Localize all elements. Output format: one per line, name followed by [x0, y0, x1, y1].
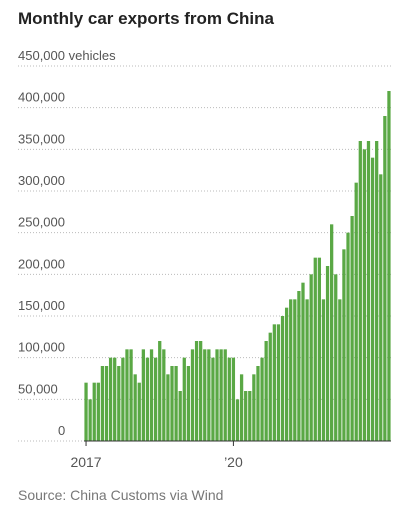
- y-tick-label: 150,000: [18, 298, 65, 313]
- bar: [108, 357, 113, 441]
- bar: [129, 349, 133, 441]
- bar: [297, 291, 301, 441]
- bar: [309, 274, 313, 441]
- bar: [133, 374, 137, 441]
- bar: [227, 357, 231, 441]
- y-tick-label: 450,000 vehicles: [18, 48, 116, 63]
- bar: [170, 366, 174, 441]
- bar: [211, 357, 215, 441]
- bar: [182, 357, 186, 441]
- bar: [330, 224, 334, 441]
- bar: [325, 266, 330, 441]
- bar: [293, 299, 297, 441]
- bar: [379, 174, 383, 442]
- bar: [354, 182, 358, 441]
- bar: [248, 391, 252, 441]
- y-tick-label: 350,000: [18, 131, 65, 146]
- bar: [350, 216, 354, 441]
- bar: [276, 324, 281, 441]
- bar: [260, 357, 264, 441]
- bar: [203, 349, 207, 441]
- y-tick-label: 400,000: [18, 90, 65, 105]
- bar: [235, 399, 240, 441]
- x-tick-label: 2017: [70, 454, 101, 470]
- bar: [346, 232, 350, 441]
- bar: [268, 332, 272, 441]
- bar: [239, 374, 244, 441]
- source: Source: China Customs via Wind: [18, 487, 223, 503]
- bar: [96, 382, 100, 441]
- bar: [158, 341, 162, 441]
- bar: [166, 374, 170, 441]
- bar: [186, 366, 191, 441]
- bar: [207, 349, 211, 441]
- bar: [231, 357, 236, 441]
- bar: [121, 357, 125, 441]
- y-tick-label: 100,000: [18, 340, 65, 355]
- bar: [317, 257, 322, 441]
- bar: [145, 357, 150, 441]
- bar: [219, 349, 223, 441]
- bar: [289, 299, 293, 441]
- bar: [252, 374, 256, 441]
- bar: [113, 357, 117, 441]
- bar: [84, 382, 88, 441]
- bar: [301, 282, 305, 441]
- bar: [383, 116, 387, 441]
- bar: [264, 341, 268, 441]
- bar: [375, 141, 379, 441]
- bar: [321, 299, 326, 441]
- bar: [178, 391, 182, 441]
- bar: [362, 149, 367, 442]
- bar: [100, 366, 105, 441]
- bar: [137, 382, 141, 441]
- bar: [194, 341, 199, 441]
- bar: [141, 349, 145, 441]
- y-tick-label: 0: [58, 423, 65, 438]
- bar: [358, 141, 362, 441]
- y-tick-label: 200,000: [18, 256, 65, 271]
- bar: [313, 257, 317, 441]
- bar: [272, 324, 276, 441]
- bar: [92, 382, 96, 441]
- bar: [334, 274, 338, 441]
- y-tick-label: 50,000: [18, 381, 58, 396]
- y-tick-label: 250,000: [18, 215, 65, 230]
- bar: [284, 307, 289, 441]
- bar: [215, 349, 219, 441]
- bar: [174, 366, 178, 441]
- bar: [223, 349, 227, 441]
- bar: [153, 357, 158, 441]
- bar: [104, 366, 109, 441]
- chart-title: Monthly car exports from China: [18, 9, 275, 28]
- bar: [387, 91, 391, 441]
- bar: [190, 349, 195, 441]
- bar: [149, 349, 154, 441]
- y-tick-label: 300,000: [18, 173, 65, 188]
- bar: [342, 249, 346, 441]
- bar: [117, 366, 121, 441]
- x-tick-label: ’20: [224, 454, 243, 470]
- bar: [305, 299, 309, 441]
- bar: [162, 349, 166, 441]
- bar: [338, 299, 342, 441]
- bar: [370, 157, 375, 441]
- bar: [88, 399, 92, 441]
- bar: [244, 391, 248, 441]
- bar: [256, 366, 260, 441]
- bar: [280, 316, 285, 441]
- bar: [125, 349, 129, 441]
- bar: [199, 341, 203, 441]
- bar: [366, 141, 371, 441]
